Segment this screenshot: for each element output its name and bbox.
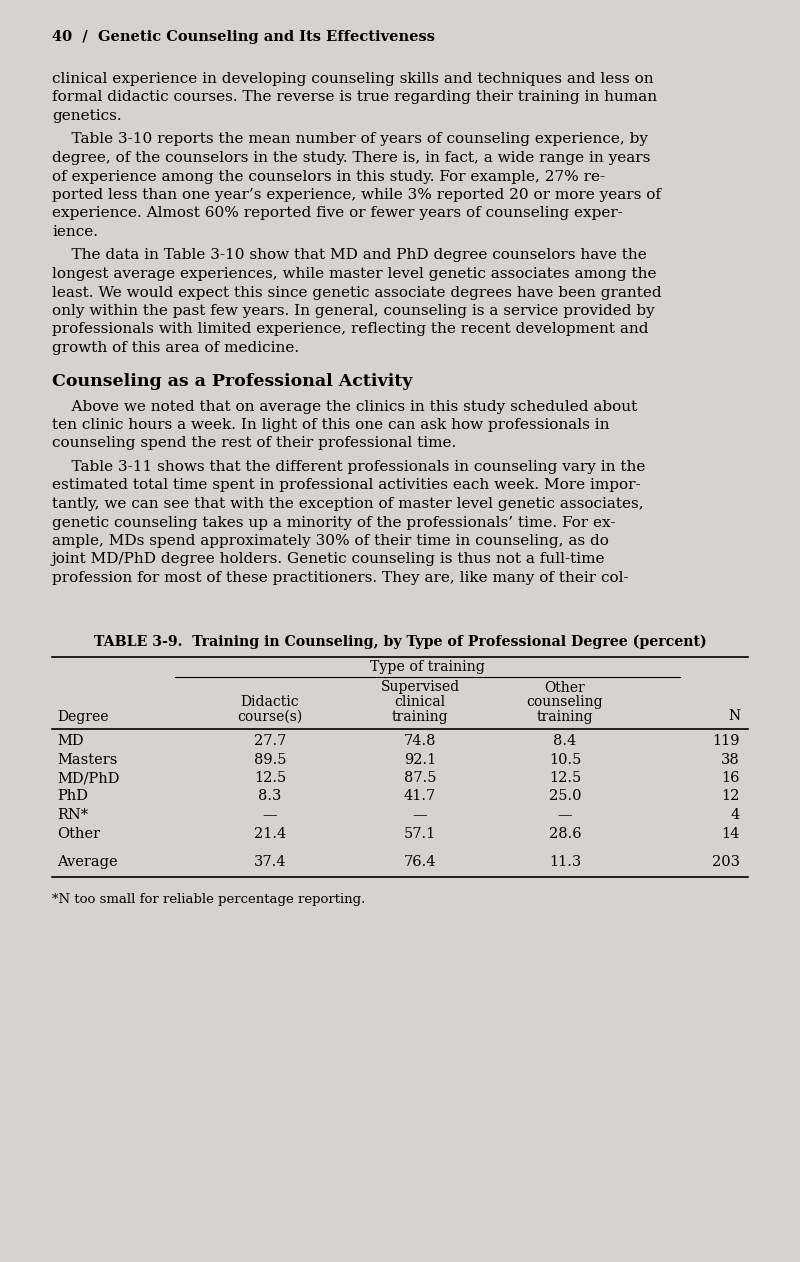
Text: 89.5: 89.5 — [254, 752, 286, 766]
Text: N: N — [728, 709, 740, 723]
Text: 12.5: 12.5 — [549, 771, 581, 785]
Text: degree, of the counselors in the study. There is, in fact, a wide range in years: degree, of the counselors in the study. … — [52, 151, 650, 165]
Text: 92.1: 92.1 — [404, 752, 436, 766]
Text: course(s): course(s) — [238, 709, 302, 723]
Text: 16: 16 — [722, 771, 740, 785]
Text: 40  /  Genetic Counseling and Its Effectiveness: 40 / Genetic Counseling and Its Effectiv… — [52, 30, 435, 44]
Text: MD/PhD: MD/PhD — [57, 771, 119, 785]
Text: Supervised: Supervised — [381, 680, 459, 694]
Text: Other: Other — [57, 827, 100, 840]
Text: counseling: counseling — [526, 695, 603, 709]
Text: 8.3: 8.3 — [258, 790, 282, 804]
Text: only within the past few years. In general, counseling is a service provided by: only within the past few years. In gener… — [52, 304, 654, 318]
Text: ten clinic hours a week. In light of this one can ask how professionals in: ten clinic hours a week. In light of thi… — [52, 418, 610, 432]
Text: 12: 12 — [722, 790, 740, 804]
Text: MD: MD — [57, 734, 84, 748]
Text: 74.8: 74.8 — [404, 734, 436, 748]
Text: Masters: Masters — [57, 752, 118, 766]
Text: Type of training: Type of training — [370, 660, 485, 674]
Text: 25.0: 25.0 — [549, 790, 582, 804]
Text: 203: 203 — [712, 854, 740, 870]
Text: 21.4: 21.4 — [254, 827, 286, 840]
Text: 10.5: 10.5 — [549, 752, 581, 766]
Text: 57.1: 57.1 — [404, 827, 436, 840]
Text: professionals with limited experience, reflecting the recent development and: professionals with limited experience, r… — [52, 323, 649, 337]
Text: Didactic: Didactic — [241, 695, 299, 709]
Text: Average: Average — [57, 854, 118, 870]
Text: 27.7: 27.7 — [254, 734, 286, 748]
Text: clinical experience in developing counseling skills and techniques and less on: clinical experience in developing counse… — [52, 72, 654, 86]
Text: PhD: PhD — [57, 790, 88, 804]
Text: Counseling as a Professional Activity: Counseling as a Professional Activity — [52, 374, 413, 390]
Text: TABLE 3-9.  Training in Counseling, by Type of Professional Degree (percent): TABLE 3-9. Training in Counseling, by Ty… — [94, 635, 706, 649]
Text: counseling spend the rest of their professional time.: counseling spend the rest of their profe… — [52, 437, 456, 451]
Text: *N too small for reliable percentage reporting.: *N too small for reliable percentage rep… — [52, 892, 366, 906]
Text: estimated total time spent in professional activities each week. More impor-: estimated total time spent in profession… — [52, 478, 641, 492]
Text: training: training — [392, 709, 448, 723]
Text: least. We would expect this since genetic associate degrees have been granted: least. We would expect this since geneti… — [52, 285, 662, 299]
Text: training: training — [537, 709, 594, 723]
Text: 37.4: 37.4 — [254, 854, 286, 870]
Text: Above we noted that on average the clinics in this study scheduled about: Above we noted that on average the clini… — [52, 400, 638, 414]
Text: tantly, we can see that with the exception of master level genetic associates,: tantly, we can see that with the excepti… — [52, 497, 644, 511]
Text: 8.4: 8.4 — [554, 734, 577, 748]
Text: 28.6: 28.6 — [549, 827, 582, 840]
Text: Table 3-10 reports the mean number of years of counseling experience, by: Table 3-10 reports the mean number of ye… — [52, 133, 648, 146]
Text: The data in Table 3-10 show that MD and PhD degree counselors have the: The data in Table 3-10 show that MD and … — [52, 249, 646, 262]
Text: —: — — [413, 808, 427, 822]
Text: ported less than one year’s experience, while 3% reported 20 or more years of: ported less than one year’s experience, … — [52, 188, 661, 202]
Text: longest average experiences, while master level genetic associates among the: longest average experiences, while maste… — [52, 268, 657, 281]
Text: Other: Other — [545, 680, 586, 694]
Text: genetic counseling takes up a minority of the professionals’ time. For ex-: genetic counseling takes up a minority o… — [52, 515, 615, 530]
Text: 4: 4 — [730, 808, 740, 822]
Text: profession for most of these practitioners. They are, like many of their col-: profession for most of these practitione… — [52, 570, 629, 586]
Text: Degree: Degree — [57, 709, 109, 723]
Text: 41.7: 41.7 — [404, 790, 436, 804]
Text: 87.5: 87.5 — [404, 771, 436, 785]
Text: 12.5: 12.5 — [254, 771, 286, 785]
Text: 76.4: 76.4 — [404, 854, 436, 870]
Text: 11.3: 11.3 — [549, 854, 581, 870]
Text: 38: 38 — [722, 752, 740, 766]
Text: genetics.: genetics. — [52, 109, 122, 122]
Text: ience.: ience. — [52, 225, 98, 239]
Text: RN*: RN* — [57, 808, 88, 822]
Text: Table 3-11 shows that the different professionals in counseling vary in the: Table 3-11 shows that the different prof… — [52, 461, 646, 475]
Text: 119: 119 — [713, 734, 740, 748]
Text: experience. Almost 60% reported five or fewer years of counseling exper-: experience. Almost 60% reported five or … — [52, 207, 623, 221]
Text: of experience among the counselors in this study. For example, 27% re-: of experience among the counselors in th… — [52, 169, 605, 183]
Text: joint MD/PhD degree holders. Genetic counseling is thus not a full-time: joint MD/PhD degree holders. Genetic cou… — [52, 553, 606, 567]
Text: —: — — [262, 808, 278, 822]
Text: ample, MDs spend approximately 30% of their time in counseling, as do: ample, MDs spend approximately 30% of th… — [52, 534, 609, 548]
Text: formal didactic courses. The reverse is true regarding their training in human: formal didactic courses. The reverse is … — [52, 91, 657, 105]
Text: growth of this area of medicine.: growth of this area of medicine. — [52, 341, 299, 355]
Text: —: — — [558, 808, 572, 822]
Text: 14: 14 — [722, 827, 740, 840]
Text: clinical: clinical — [394, 695, 446, 709]
